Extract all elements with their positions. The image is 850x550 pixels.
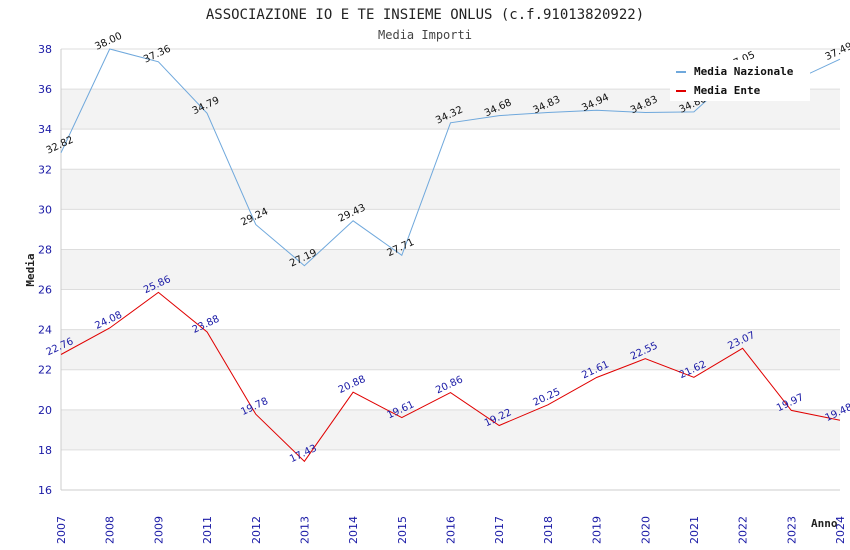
x-tick-label: 2013: [298, 516, 311, 544]
x-tick-label: 2021: [688, 516, 701, 544]
y-tick-label: 22: [38, 364, 52, 377]
y-axis-label: Media: [24, 253, 37, 286]
legend-label-media-nazionale: Media Nazionale: [694, 65, 794, 78]
chart-title: ASSOCIAZIONE IO E TE INSIEME ONLUS (c.f.…: [206, 7, 644, 23]
data-label: 37.49: [824, 41, 850, 63]
axes: [60, 49, 840, 491]
y-tick-label: 34: [38, 123, 52, 136]
grid-band: [61, 329, 840, 370]
x-tick-label: 2017: [493, 516, 506, 544]
grid-band: [61, 409, 840, 450]
x-tick-label: 2020: [639, 516, 652, 544]
x-tick-label: 2022: [737, 516, 750, 544]
y-tick-label: 26: [38, 284, 52, 297]
data-label: 37.36: [142, 44, 173, 66]
legend-box: [670, 60, 810, 101]
x-tick-label: 2019: [591, 516, 604, 544]
y-tick-labels: 16 18 20 22 24 26 28 30 32 34 36 38: [38, 43, 52, 497]
x-tick-label: 2011: [201, 516, 214, 544]
y-tick-label: 30: [38, 203, 52, 216]
plot-bands: [61, 89, 840, 450]
y-tick-label: 18: [38, 444, 52, 457]
y-tick-label: 36: [38, 83, 52, 96]
legend: Media Nazionale Media Ente: [670, 60, 810, 101]
x-tick-label: 2015: [396, 516, 409, 544]
x-tick-label: 2023: [785, 516, 798, 544]
x-tick-label: 2007: [55, 516, 68, 544]
x-tick-label: 2008: [104, 516, 117, 544]
y-tick-label: 20: [38, 404, 52, 417]
y-tick-label: 24: [38, 324, 52, 337]
x-tick-label: 2009: [152, 516, 165, 544]
y-tick-label: 28: [38, 243, 52, 256]
x-tick-label: 2016: [445, 516, 458, 544]
data-label: 20.88: [337, 374, 368, 396]
data-label: 32.82: [45, 135, 76, 157]
x-tick-label: 2018: [542, 516, 555, 544]
series-line: [60, 291, 841, 463]
x-tick-label: 2024: [834, 516, 847, 544]
y-tick-label: 16: [38, 484, 52, 497]
grid-band: [61, 249, 840, 290]
y-tick-label: 32: [38, 163, 52, 176]
x-tick-labels: 2007 2008 2009 2011 2012 2013 2014 2015 2016 2017…: [55, 516, 847, 544]
x-tick-label: 2014: [347, 516, 360, 544]
x-axis-label: Anno: [811, 517, 838, 530]
y-tick-label: 38: [38, 43, 52, 56]
legend-label-media-ente: Media Ente: [694, 84, 761, 97]
x-tick-label: 2012: [250, 516, 263, 544]
chart-subtitle: Media Importi: [378, 28, 472, 42]
grid-band: [61, 169, 840, 210]
